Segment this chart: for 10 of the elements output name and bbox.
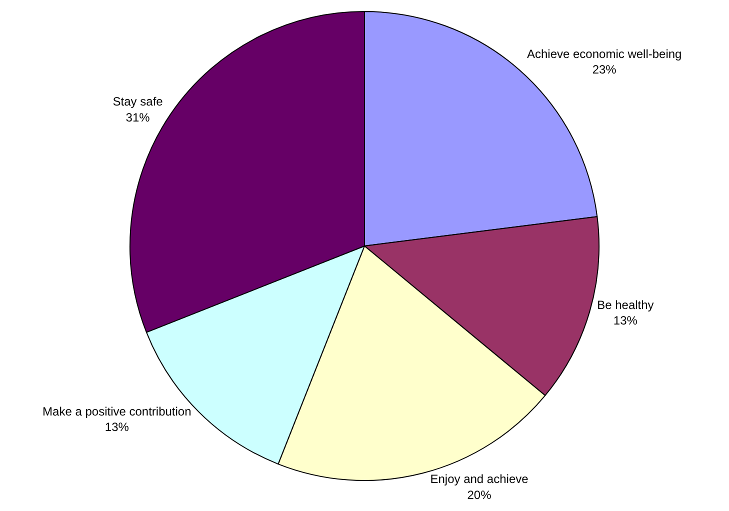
slice-label: Enjoy and achieve bbox=[430, 472, 529, 486]
data-label: 13% bbox=[104, 420, 130, 434]
data-label: 20% bbox=[467, 488, 492, 502]
slice-label: Stay safe bbox=[112, 94, 164, 109]
data-label: 13% bbox=[613, 313, 638, 328]
slice-label: Make a positive contribution bbox=[42, 404, 192, 418]
data-label: 23% bbox=[592, 62, 617, 77]
slice-label: Be healthy bbox=[597, 298, 654, 312]
slice-label: Achieve economic well-being bbox=[526, 46, 682, 61]
data-label: 31% bbox=[126, 110, 150, 124]
